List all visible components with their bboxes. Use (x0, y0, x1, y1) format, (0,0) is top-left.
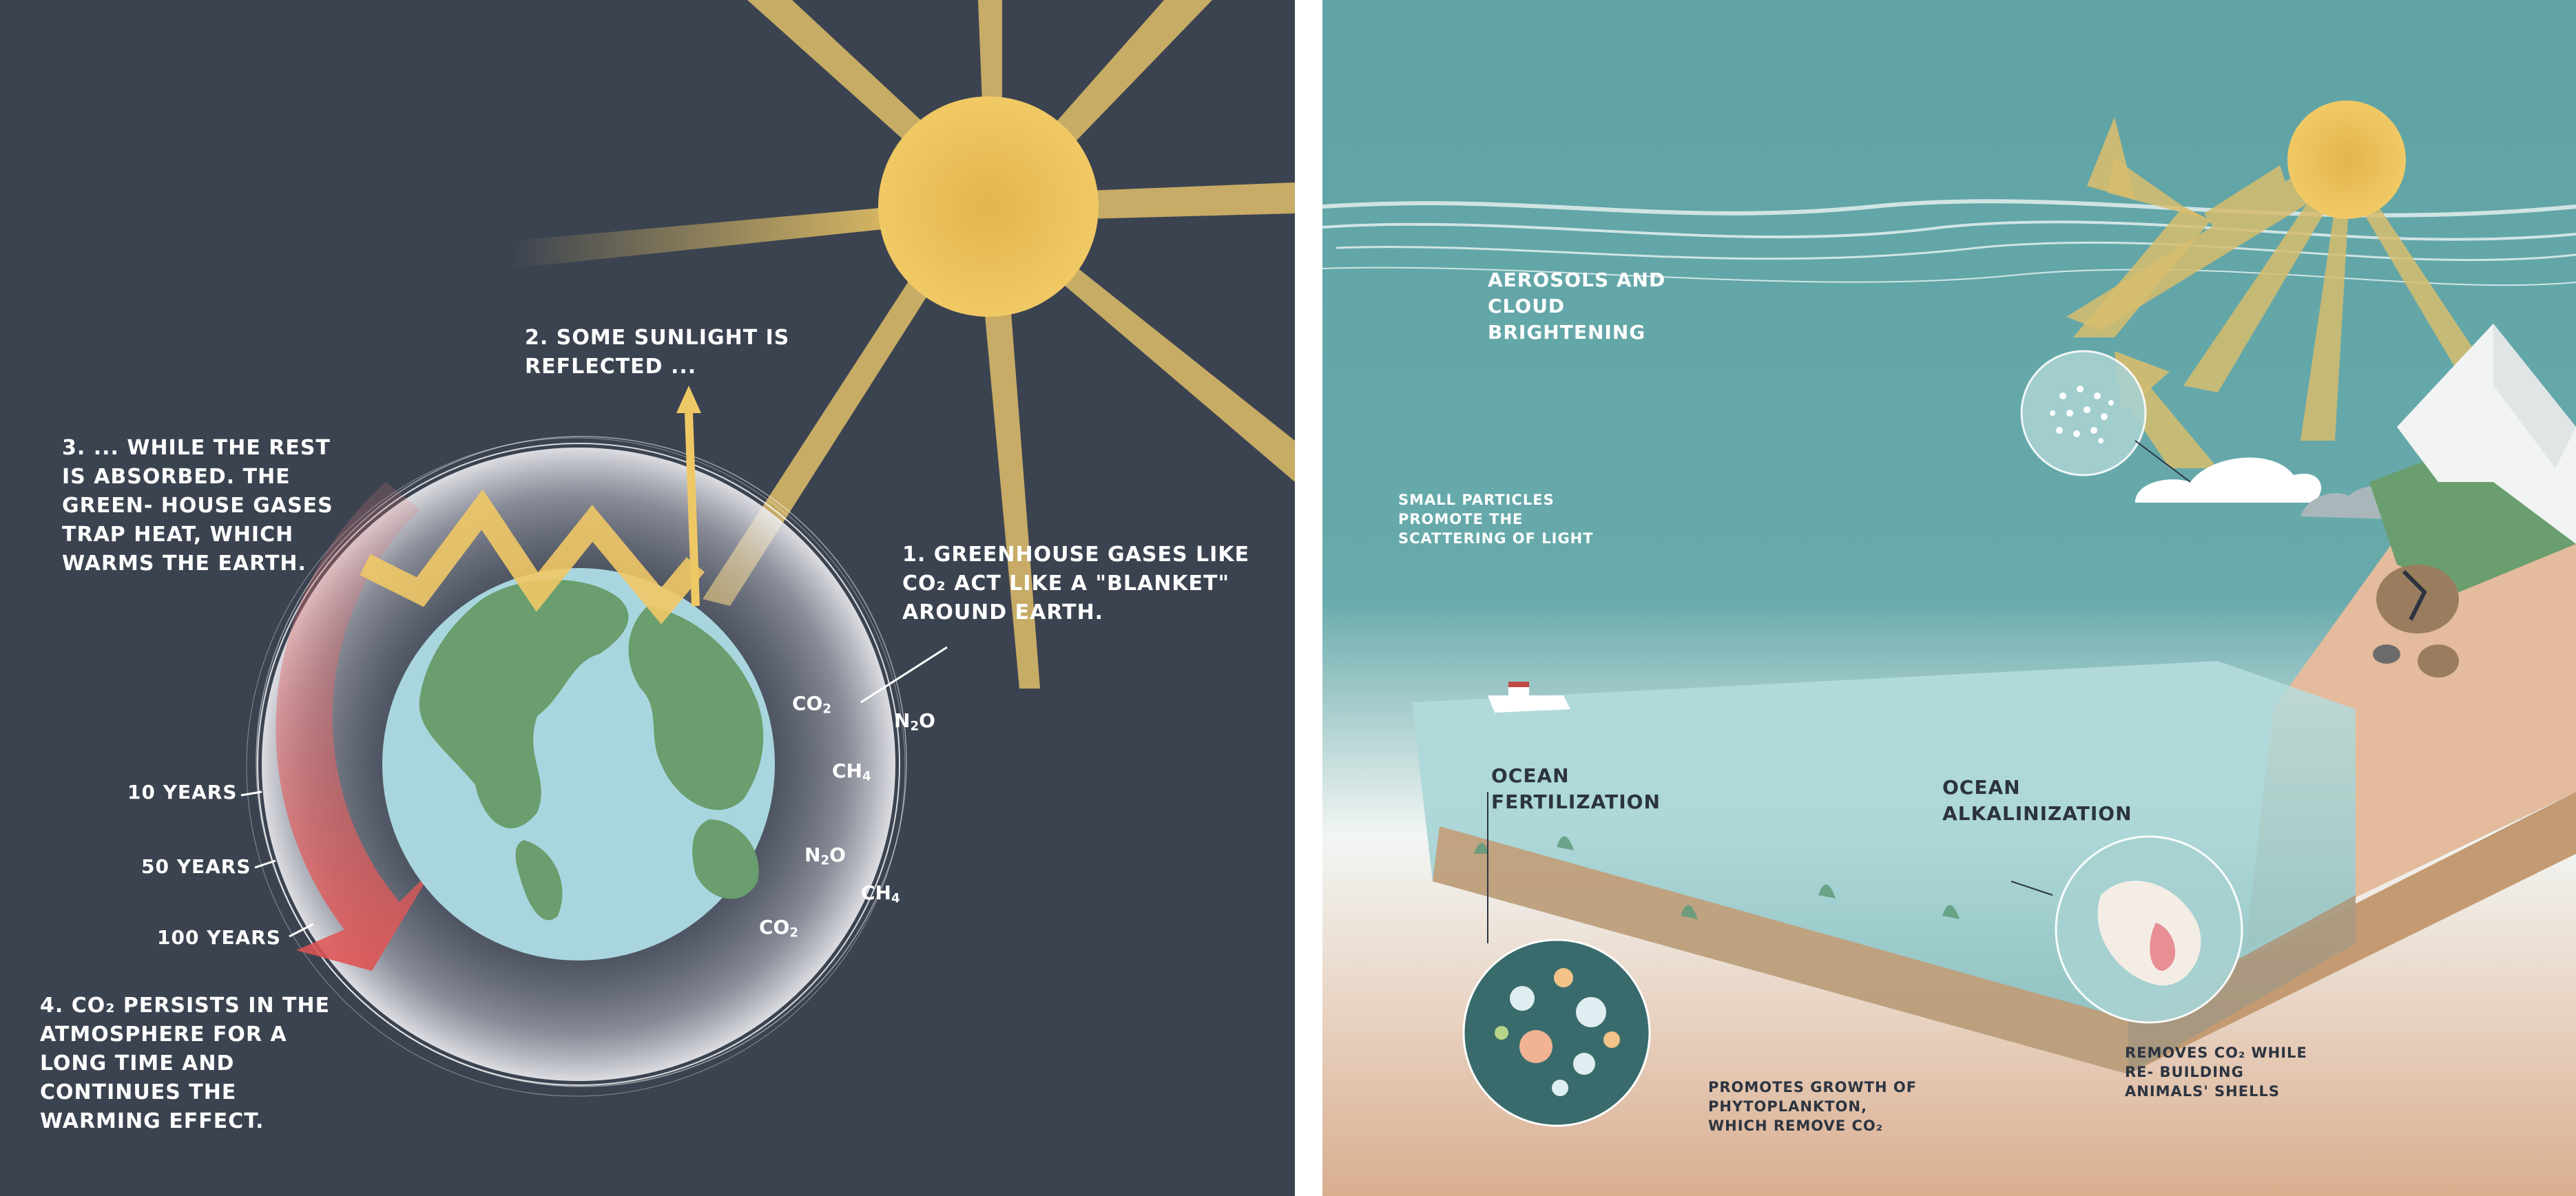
label-persists: 4. CO₂ persists in the atmosphere for a … (40, 994, 331, 1133)
label-alkalinization: Ocean alkalinization (1942, 776, 2132, 825)
aerosol-particles (2050, 386, 2114, 443)
grass-hills (2369, 441, 2576, 592)
label-phytoplankton: Promotes growth of phytoplankton, which … (1708, 1079, 1918, 1134)
label-shells: Removes CO₂ while re- building animals' … (2125, 1045, 2307, 1100)
bright-cloud (2135, 457, 2321, 503)
phytoplankton-cells (1495, 968, 1620, 1096)
aerosol-detail-circle (2020, 350, 2147, 476)
engineering-illustration (1322, 0, 2576, 1196)
label-fertilization: Ocean fertilization (1491, 764, 1661, 813)
time-label-100: 100 years (157, 926, 281, 949)
seashell (2097, 881, 2201, 986)
phytoplankton-detail-circle (1462, 938, 1651, 1127)
gas-co2-bottom: CO2 (759, 916, 799, 941)
leader-lines (240, 646, 948, 938)
greenhouse-illustration (0, 0, 1295, 1196)
gas-n2o-top: N2O (894, 709, 935, 734)
earth-land (419, 579, 764, 921)
label-reflected: 2. Some sunlight is reflected ... (525, 326, 790, 379)
persistence-arrow (276, 482, 434, 971)
ship (1488, 695, 1570, 713)
climate-engineering-panel: Aerosols and cloud brightening Small par… (1322, 0, 2576, 1196)
gas-n2o-bottom: N2O (804, 843, 846, 868)
label-blanket: 1. Greenhouse gases like CO₂ act like a … (902, 543, 1250, 625)
gas-co2-top: CO2 (792, 692, 832, 717)
gas-ch4-mid: CH4 (832, 759, 871, 784)
sun-ray-left (510, 207, 902, 269)
label-aerosols: Aerosols and cloud brightening (1488, 269, 1666, 344)
trapped-heat-zigzag (360, 489, 705, 625)
reflected-arrow-upper (2087, 117, 2135, 200)
sun-right (2287, 101, 2406, 219)
sun (878, 96, 1099, 317)
greenhouse-effect-panel: 1. Greenhouse gases like CO₂ act like a … (0, 0, 1295, 1196)
time-label-50: 50 years (141, 855, 251, 878)
sea-plants (1474, 836, 1960, 919)
reflected-arrow (685, 412, 700, 607)
gas-ch4-bottom: CH4 (861, 881, 900, 906)
time-label-10: 10 years (127, 781, 238, 804)
label-absorbed: 3. ... while the rest is absorbed. The g… (62, 436, 333, 576)
rock-large (2376, 565, 2459, 633)
label-particles: Small particles promote the scattering o… (1398, 492, 1594, 547)
